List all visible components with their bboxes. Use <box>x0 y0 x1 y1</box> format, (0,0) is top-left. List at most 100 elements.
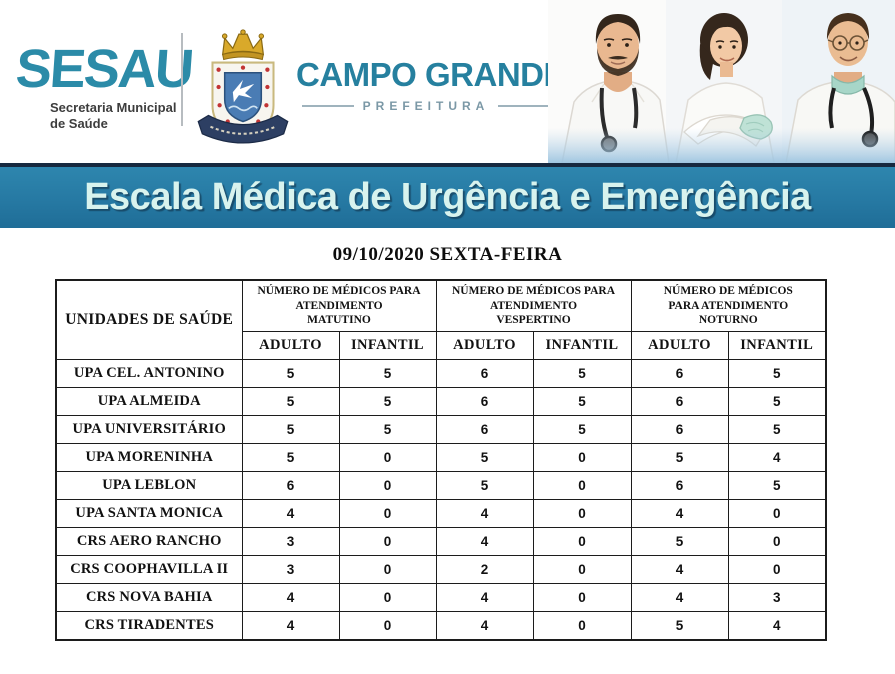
table-row: UPA SANTA MONICA 4 0 4 0 4 0 <box>55 499 827 529</box>
doctor-count-cell: 5 <box>338 359 437 389</box>
dash-right <box>498 105 551 107</box>
doctor-count-cell: 6 <box>630 415 729 445</box>
unit-name-cell: UPA SANTA MONICA <box>55 499 243 529</box>
table-row: UPA ALMEIDA 5 5 6 5 6 5 <box>55 387 827 417</box>
doctor-count-cell: 0 <box>338 555 437 585</box>
units-column-header: UNIDADES DE SAÚDE <box>55 279 243 361</box>
sesau-logo: SESAU Secretaria Municipal de Saúde <box>13 39 195 133</box>
doctor-count-cell: 4 <box>241 583 340 613</box>
doctor-count-cell: 4 <box>435 527 534 557</box>
doctor-count-cell: 5 <box>241 387 340 417</box>
doctor-count-cell: 4 <box>630 583 729 613</box>
doctor-count-cell: 6 <box>241 471 340 501</box>
doctor-count-cell: 0 <box>532 555 632 585</box>
schedule-table: UNIDADES DE SAÚDE NÚMERO DE MÉDICOS PARA… <box>55 279 827 641</box>
matutino-infantil-header: INFANTIL <box>338 331 437 361</box>
doctor-count-cell: 5 <box>435 443 534 473</box>
prefeitura-label-row: PREFEITURA <box>296 99 556 113</box>
doctor-count-cell: 5 <box>727 359 827 389</box>
doctor-count-cell: 0 <box>727 555 827 585</box>
title-banner: Escala Médica de Urgência e Emergência <box>0 163 895 228</box>
noturno-adulto-header: ADULTO <box>630 331 729 361</box>
unit-name-cell: CRS COOPHAVILLA II <box>55 555 243 585</box>
sesau-logo-text: SESAU <box>13 39 195 99</box>
doctor-count-cell: 3 <box>241 527 340 557</box>
doctor-count-cell: 5 <box>630 443 729 473</box>
doctor-count-cell: 0 <box>532 443 632 473</box>
table-row: CRS TIRADENTES 4 0 4 0 5 4 <box>55 611 827 641</box>
doctor-count-cell: 5 <box>241 443 340 473</box>
doctor-count-cell: 4 <box>435 611 534 641</box>
unit-name-cell: UPA UNIVERSITÁRIO <box>55 415 243 445</box>
unit-name-cell: CRS AERO RANCHO <box>55 527 243 557</box>
table-row: UPA UNIVERSITÁRIO 5 5 6 5 6 5 <box>55 415 827 445</box>
table-row: CRS COOPHAVILLA II 3 0 2 0 4 0 <box>55 555 827 585</box>
doctor-count-cell: 6 <box>435 415 534 445</box>
table-row: UPA CEL. ANTONINO 5 5 6 5 6 5 <box>55 359 827 389</box>
doctor-count-cell: 5 <box>727 471 827 501</box>
doctor-count-cell: 0 <box>338 527 437 557</box>
dash-left <box>301 105 354 107</box>
doctor-count-cell: 2 <box>435 555 534 585</box>
doctor-count-cell: 4 <box>435 499 534 529</box>
doctor-count-cell: 0 <box>532 499 632 529</box>
doctors-photo <box>548 0 895 164</box>
noturno-infantil-header: INFANTIL <box>727 331 827 361</box>
doctor-count-cell: 5 <box>532 415 632 445</box>
vespertino-group-header: NÚMERO DE MÉDICOS PARA ATENDIMENTO VESPE… <box>435 279 632 333</box>
doctor-count-cell: 5 <box>727 415 827 445</box>
coat-of-arms-icon <box>192 28 294 148</box>
vespertino-infantil-header: INFANTIL <box>532 331 632 361</box>
doctor-count-cell: 6 <box>630 359 729 389</box>
doctor-count-cell: 4 <box>241 499 340 529</box>
date-heading: 09/10/2020 SEXTA-FEIRA <box>332 244 563 265</box>
doctor-count-cell: 5 <box>241 359 340 389</box>
doctor-count-cell: 5 <box>338 387 437 417</box>
unit-name-cell: UPA MORENINHA <box>55 443 243 473</box>
doctor-count-cell: 4 <box>241 611 340 641</box>
table-row: UPA MORENINHA 5 0 5 0 5 4 <box>55 443 827 473</box>
schedule-table-body: UPA CEL. ANTONINO 5 5 6 5 6 5 UPA ALMEIDA 5 5 6 5 6 5… <box>55 359 827 641</box>
doctor-count-cell: 0 <box>338 499 437 529</box>
doctor-count-cell: 5 <box>338 415 437 445</box>
doctor-count-cell: 6 <box>630 471 729 501</box>
doctor-count-cell: 3 <box>727 583 827 613</box>
doctor-count-cell: 5 <box>435 471 534 501</box>
unit-name-cell: UPA CEL. ANTONINO <box>55 359 243 389</box>
table-row: CRS NOVA BAHIA 4 0 4 0 4 3 <box>55 583 827 613</box>
doctor-count-cell: 4 <box>435 583 534 613</box>
doctor-count-cell: 4 <box>630 555 729 585</box>
doctor-count-cell: 0 <box>532 611 632 641</box>
doctor-count-cell: 5 <box>532 387 632 417</box>
doctor-count-cell: 0 <box>532 583 632 613</box>
campo-grande-logo: CAMPO GRANDE PREFEITURA <box>296 56 566 113</box>
doctor-count-cell: 5 <box>630 527 729 557</box>
doctor-count-cell: 0 <box>338 471 437 501</box>
group-header-row: UNIDADES DE SAÚDE NÚMERO DE MÉDICOS PARA… <box>55 279 827 361</box>
table-row: UPA LEBLON 6 0 5 0 6 5 <box>55 471 827 501</box>
unit-name-cell: CRS NOVA BAHIA <box>55 583 243 613</box>
sub-header-row: ADULTO INFANTIL ADULTO INFANTIL ADULTO I… <box>56 331 827 361</box>
unit-name-cell: CRS TIRADENTES <box>55 611 243 641</box>
header: SESAU Secretaria Municipal de Saúde <box>0 0 895 164</box>
doctor-count-cell: 0 <box>338 583 437 613</box>
campo-grande-logo-text: CAMPO GRANDE <box>296 56 566 93</box>
page-title: Escala Médica de Urgência e Emergência <box>84 176 811 218</box>
doctor-count-cell: 3 <box>241 555 340 585</box>
doctor-count-cell: 0 <box>727 499 827 529</box>
doctor-count-cell: 6 <box>630 387 729 417</box>
doctor-count-cell: 5 <box>241 415 340 445</box>
matutino-adulto-header: ADULTO <box>241 331 340 361</box>
doctor-count-cell: 0 <box>338 611 437 641</box>
sesau-logo-subtitle: Secretaria Municipal de Saúde <box>50 100 177 132</box>
doctor-count-cell: 4 <box>727 443 827 473</box>
doctor-count-cell: 6 <box>435 359 534 389</box>
doctor-count-cell: 0 <box>532 527 632 557</box>
doctor-count-cell: 0 <box>338 443 437 473</box>
doctor-count-cell: 4 <box>630 499 729 529</box>
prefeitura-label: PREFEITURA <box>362 99 490 113</box>
doctor-count-cell: 5 <box>630 611 729 641</box>
doctor-count-cell: 4 <box>727 611 827 641</box>
doctor-count-cell: 0 <box>532 471 632 501</box>
